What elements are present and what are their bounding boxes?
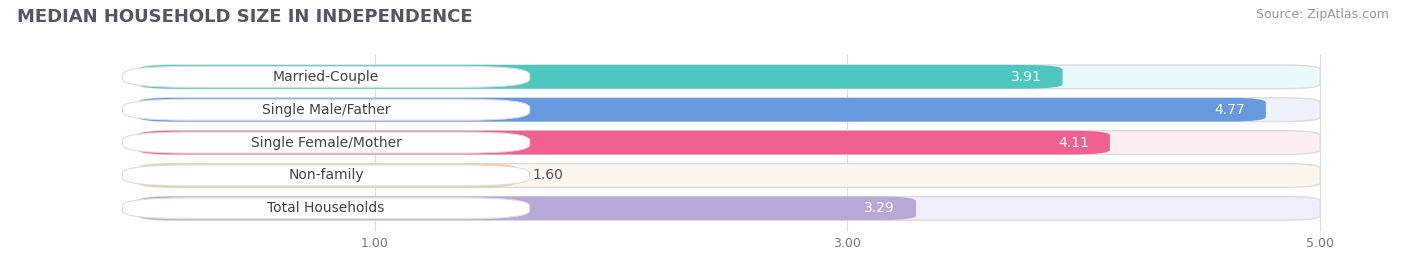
FancyBboxPatch shape: [138, 65, 1063, 89]
FancyBboxPatch shape: [138, 164, 1320, 187]
Text: 4.77: 4.77: [1215, 103, 1244, 117]
Text: Single Male/Father: Single Male/Father: [262, 103, 391, 117]
Text: 1.60: 1.60: [533, 168, 564, 182]
FancyBboxPatch shape: [138, 196, 915, 220]
Text: 3.91: 3.91: [1011, 70, 1042, 84]
FancyBboxPatch shape: [138, 131, 1109, 154]
FancyBboxPatch shape: [138, 98, 1265, 122]
FancyBboxPatch shape: [138, 98, 1320, 122]
FancyBboxPatch shape: [122, 132, 530, 153]
Text: Non-family: Non-family: [288, 168, 364, 182]
Text: Total Households: Total Households: [267, 201, 385, 215]
Text: 3.29: 3.29: [865, 201, 896, 215]
FancyBboxPatch shape: [138, 131, 1320, 154]
Text: 4.11: 4.11: [1057, 136, 1088, 150]
FancyBboxPatch shape: [122, 66, 530, 87]
Text: Single Female/Mother: Single Female/Mother: [250, 136, 402, 150]
FancyBboxPatch shape: [122, 165, 530, 186]
Text: Married-Couple: Married-Couple: [273, 70, 380, 84]
Text: MEDIAN HOUSEHOLD SIZE IN INDEPENDENCE: MEDIAN HOUSEHOLD SIZE IN INDEPENDENCE: [17, 8, 472, 26]
FancyBboxPatch shape: [122, 99, 530, 120]
FancyBboxPatch shape: [138, 65, 1320, 89]
Text: Source: ZipAtlas.com: Source: ZipAtlas.com: [1256, 8, 1389, 21]
FancyBboxPatch shape: [138, 164, 516, 187]
FancyBboxPatch shape: [138, 196, 1320, 220]
FancyBboxPatch shape: [122, 198, 530, 219]
